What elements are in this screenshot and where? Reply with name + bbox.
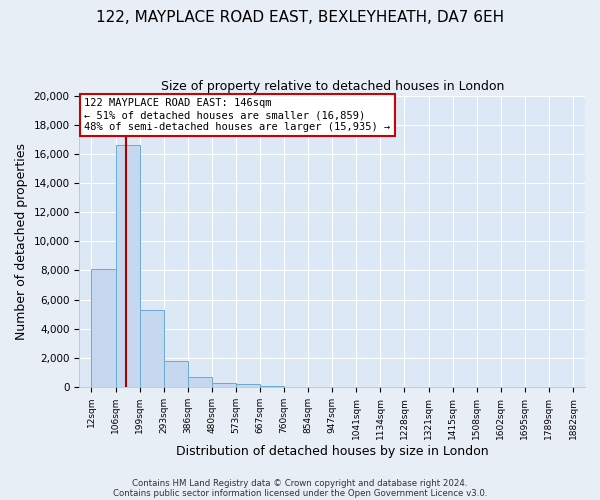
Bar — [212, 382, 236, 387]
Bar — [140, 310, 164, 387]
Title: Size of property relative to detached houses in London: Size of property relative to detached ho… — [161, 80, 504, 93]
Bar — [164, 361, 188, 387]
Text: Contains public sector information licensed under the Open Government Licence v3: Contains public sector information licen… — [113, 488, 487, 498]
Text: Contains HM Land Registry data © Crown copyright and database right 2024.: Contains HM Land Registry data © Crown c… — [132, 478, 468, 488]
Bar — [188, 377, 212, 387]
Bar — [260, 386, 284, 387]
Bar — [116, 145, 140, 387]
X-axis label: Distribution of detached houses by size in London: Distribution of detached houses by size … — [176, 444, 488, 458]
Text: 122, MAYPLACE ROAD EAST, BEXLEYHEATH, DA7 6EH: 122, MAYPLACE ROAD EAST, BEXLEYHEATH, DA… — [96, 10, 504, 25]
Y-axis label: Number of detached properties: Number of detached properties — [15, 143, 28, 340]
Bar — [236, 384, 260, 387]
Bar — [91, 269, 116, 387]
Text: 122 MAYPLACE ROAD EAST: 146sqm
← 51% of detached houses are smaller (16,859)
48%: 122 MAYPLACE ROAD EAST: 146sqm ← 51% of … — [85, 98, 391, 132]
